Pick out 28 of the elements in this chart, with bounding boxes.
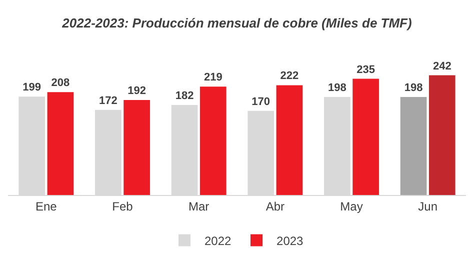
bar [400,97,427,195]
data-label: 235 [356,64,375,76]
data-label: 208 [51,77,70,90]
data-label: 198 [404,82,423,94]
data-label: 242 [432,60,452,72]
bar [428,75,456,195]
x-tick-label: Jun [418,199,438,214]
x-tick-label: Ene [35,199,58,214]
legend-label: 2023 [276,234,304,248]
bar [276,85,303,195]
x-tick-label: Feb [112,199,134,214]
x-tick-label: Mar [188,199,210,214]
legend-label: 2022 [204,234,232,248]
bar [200,86,226,195]
data-label: 198 [328,82,346,94]
data-label: 192 [128,85,146,98]
data-label: 199 [22,82,42,94]
bar [47,92,74,195]
data-label: 222 [280,70,299,82]
bar [352,78,379,195]
data-label: 172 [99,94,118,107]
x-tick-label: Abr [266,199,285,214]
x-tick-label: May [340,199,363,214]
data-label: 170 [252,96,270,108]
data-label: 182 [175,90,194,102]
data-label: 219 [204,72,222,84]
bar [124,100,150,195]
chart-title: 2022-2023: Producción mensual de cobre (Miles de TMF) [61,16,412,31]
